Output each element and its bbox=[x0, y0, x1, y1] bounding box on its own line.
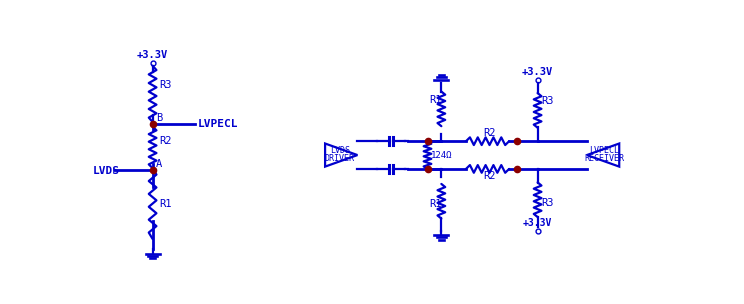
Text: R2: R2 bbox=[483, 128, 496, 138]
Text: R3: R3 bbox=[542, 198, 554, 208]
Text: R2: R2 bbox=[483, 171, 496, 181]
Text: 124Ω: 124Ω bbox=[431, 151, 452, 160]
Text: LVPECL: LVPECL bbox=[197, 119, 238, 129]
Text: +3.3V: +3.3V bbox=[522, 67, 554, 77]
Text: +3.3V: +3.3V bbox=[523, 218, 552, 228]
Text: RECEIVER: RECEIVER bbox=[585, 154, 625, 163]
Text: LVPECL: LVPECL bbox=[589, 146, 620, 155]
Text: LVDS: LVDS bbox=[330, 146, 350, 155]
Text: R3: R3 bbox=[542, 96, 554, 106]
Text: +3.3V: +3.3V bbox=[137, 50, 168, 60]
Text: R2: R2 bbox=[158, 136, 171, 146]
Text: B: B bbox=[155, 113, 162, 123]
Text: R3: R3 bbox=[158, 80, 171, 90]
Text: R1: R1 bbox=[429, 95, 441, 105]
Text: A: A bbox=[155, 159, 162, 169]
Text: LVDS: LVDS bbox=[92, 166, 120, 175]
Text: DRIVER: DRIVER bbox=[324, 154, 355, 163]
Text: R1: R1 bbox=[158, 199, 171, 209]
Text: R1: R1 bbox=[429, 199, 441, 209]
